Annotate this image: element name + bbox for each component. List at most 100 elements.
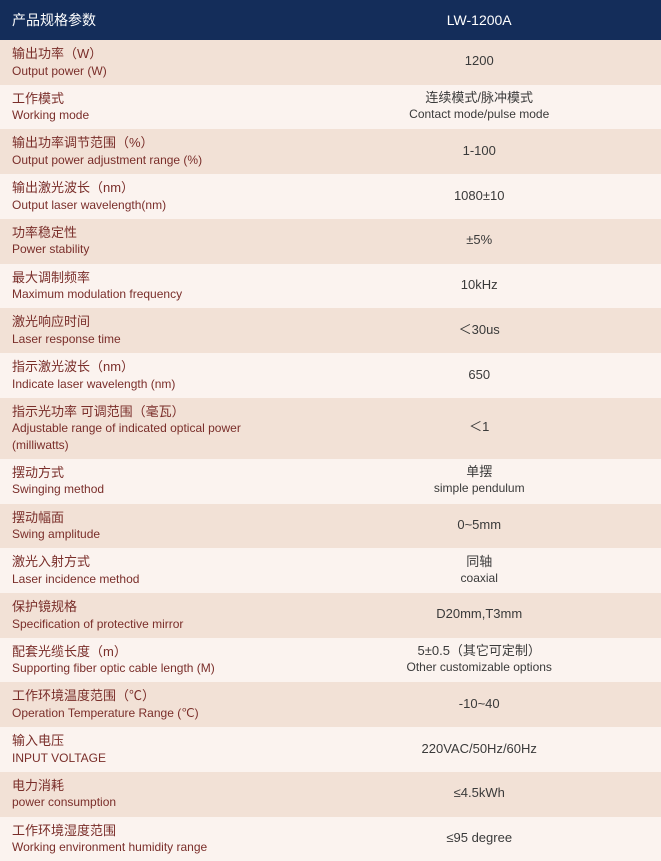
spec-label-en: Adjustable range of indicated optical po… (12, 420, 285, 452)
spec-value-cn: 同轴 (309, 554, 649, 571)
spec-value: 650 (297, 353, 661, 398)
spec-value-cn: 连续模式/脉冲模式 (309, 90, 649, 107)
table-row: 输出功率调节范围（%）Output power adjustment range… (0, 129, 661, 174)
spec-value: ≤95 degree (297, 817, 661, 861)
table-row: 工作环境湿度范围Working environment humidity ran… (0, 817, 661, 861)
header-right: LW-1200A (297, 0, 661, 40)
spec-value-text: 1-100 (309, 143, 649, 160)
spec-value: 1080±10 (297, 174, 661, 219)
spec-label-en: Working environment humidity range (12, 839, 285, 855)
spec-label-cn: 工作模式 (12, 90, 285, 108)
spec-value: ＜30us (297, 308, 661, 353)
spec-label: 保护镜规格Specification of protective mirror (0, 593, 297, 638)
spec-label: 输入电压INPUT VOLTAGE (0, 727, 297, 772)
spec-label-cn: 摆动幅面 (12, 509, 285, 527)
spec-label-en: Output laser wavelength(nm) (12, 197, 285, 213)
spec-label-cn: 指示激光波长（nm） (12, 358, 285, 376)
spec-label: 工作环境湿度范围Working environment humidity ran… (0, 817, 297, 861)
table-row: 配套光缆长度（m）Supporting fiber optic cable le… (0, 638, 661, 683)
table-row: 输入电压INPUT VOLTAGE 220VAC/50Hz/60Hz (0, 727, 661, 772)
spec-label-cn: 输入电压 (12, 732, 285, 750)
spec-label: 功率稳定性Power stability (0, 219, 297, 264)
spec-value: 5±0.5（其它可定制）Other customizable options (297, 638, 661, 683)
spec-label: 激光入射方式Laser incidence method (0, 548, 297, 593)
spec-value-text: 220VAC/50Hz/60Hz (309, 741, 649, 758)
spec-value-text: ±5% (309, 232, 649, 249)
spec-value: 同轴coaxial (297, 548, 661, 593)
spec-label-cn: 工作环境温度范围（℃） (12, 687, 285, 705)
table-row: 工作模式Working mode连续模式/脉冲模式Contact mode/pu… (0, 85, 661, 130)
spec-label: 工作模式Working mode (0, 85, 297, 130)
spec-label-en: Indicate laser wavelength (nm) (12, 376, 285, 392)
spec-label: 工作环境温度范围（℃）Operation Temperature Range (… (0, 682, 297, 727)
spec-label-en: Output power (W) (12, 63, 285, 79)
header-left: 产品规格参数 (0, 0, 297, 40)
spec-value-text: 10kHz (309, 277, 649, 294)
spec-label: 指示光功率 可调范围（毫瓦）Adjustable range of indica… (0, 398, 297, 459)
spec-label: 输出功率调节范围（%）Output power adjustment range… (0, 129, 297, 174)
spec-label-cn: 输出功率（W） (12, 45, 285, 63)
spec-value: 1-100 (297, 129, 661, 174)
spec-value-text: 1200 (309, 53, 649, 70)
table-row: 功率稳定性Power stability ±5% (0, 219, 661, 264)
table-row: 电力消耗power consumption ≤4.5kWh (0, 772, 661, 817)
spec-label-cn: 保护镜规格 (12, 598, 285, 616)
table-row: 最大调制频率Maximum modulation frequency 10kHz (0, 264, 661, 309)
table-row: 激光响应时间Laser response time＜30us (0, 308, 661, 353)
spec-value-en: Contact mode/pulse mode (309, 107, 649, 123)
spec-label-en: Laser incidence method (12, 571, 285, 587)
spec-label-cn: 激光入射方式 (12, 553, 285, 571)
spec-value-en: coaxial (309, 571, 649, 587)
spec-label-en: Working mode (12, 107, 285, 123)
spec-label: 摆动幅面Swing amplitude (0, 504, 297, 549)
spec-label-cn: 工作环境湿度范围 (12, 822, 285, 840)
table-row: 指示激光波长（nm）Indicate laser wavelength (nm)… (0, 353, 661, 398)
spec-label-cn: 摆动方式 (12, 464, 285, 482)
table-row: 激光入射方式Laser incidence method同轴coaxial (0, 548, 661, 593)
spec-value: 单摆simple pendulum (297, 459, 661, 504)
spec-value: 0~5mm (297, 504, 661, 549)
spec-value: -10~40 (297, 682, 661, 727)
table-row: 输出激光波长（nm）Output laser wavelength(nm) 108… (0, 174, 661, 219)
spec-value-text: -10~40 (309, 696, 649, 713)
table-row: 工作环境温度范围（℃）Operation Temperature Range (… (0, 682, 661, 727)
spec-value-en: Other customizable options (309, 660, 649, 676)
spec-label: 输出激光波长（nm）Output laser wavelength(nm) (0, 174, 297, 219)
spec-value: 1200 (297, 40, 661, 85)
spec-label: 指示激光波长（nm）Indicate laser wavelength (nm) (0, 353, 297, 398)
spec-label: 输出功率（W）Output power (W) (0, 40, 297, 85)
spec-value-en: simple pendulum (309, 481, 649, 497)
table-row: 输出功率（W）Output power (W) 1200 (0, 40, 661, 85)
spec-label-en: Swing amplitude (12, 526, 285, 542)
spec-label-en: Supporting fiber optic cable length (M) (12, 660, 285, 676)
spec-value-text: ＜1 (309, 419, 649, 436)
spec-label-en: Operation Temperature Range (℃) (12, 705, 285, 721)
table-row: 保护镜规格Specification of protective mirror D… (0, 593, 661, 638)
spec-label-cn: 激光响应时间 (12, 313, 285, 331)
spec-label-en: INPUT VOLTAGE (12, 750, 285, 766)
spec-label-cn: 指示光功率 可调范围（毫瓦） (12, 403, 285, 421)
spec-label-cn: 输出激光波长（nm） (12, 179, 285, 197)
spec-label: 电力消耗power consumption (0, 772, 297, 817)
spec-value-text: 1080±10 (309, 188, 649, 205)
spec-label-en: Power stability (12, 241, 285, 257)
spec-value-cn: 5±0.5（其它可定制） (309, 643, 649, 660)
spec-label-cn: 配套光缆长度（m） (12, 643, 285, 661)
spec-label: 激光响应时间Laser response time (0, 308, 297, 353)
spec-value-text: ≤4.5kWh (309, 785, 649, 802)
spec-label-cn: 电力消耗 (12, 777, 285, 795)
table-row: 摆动方式Swinging method 单摆simple pendulum (0, 459, 661, 504)
spec-label-en: Laser response time (12, 331, 285, 347)
spec-value-text: D20mm,T3mm (309, 606, 649, 623)
spec-label-en: power consumption (12, 794, 285, 810)
spec-value: ≤4.5kWh (297, 772, 661, 817)
spec-value-text: ≤95 degree (309, 830, 649, 847)
spec-label-en: Specification of protective mirror (12, 616, 285, 632)
spec-value-text: 650 (309, 367, 649, 384)
spec-value: 连续模式/脉冲模式Contact mode/pulse mode (297, 85, 661, 130)
spec-value: 10kHz (297, 264, 661, 309)
spec-label-en: Maximum modulation frequency (12, 286, 285, 302)
spec-label-cn: 最大调制频率 (12, 269, 285, 287)
spec-label-en: Swinging method (12, 481, 285, 497)
spec-value: D20mm,T3mm (297, 593, 661, 638)
